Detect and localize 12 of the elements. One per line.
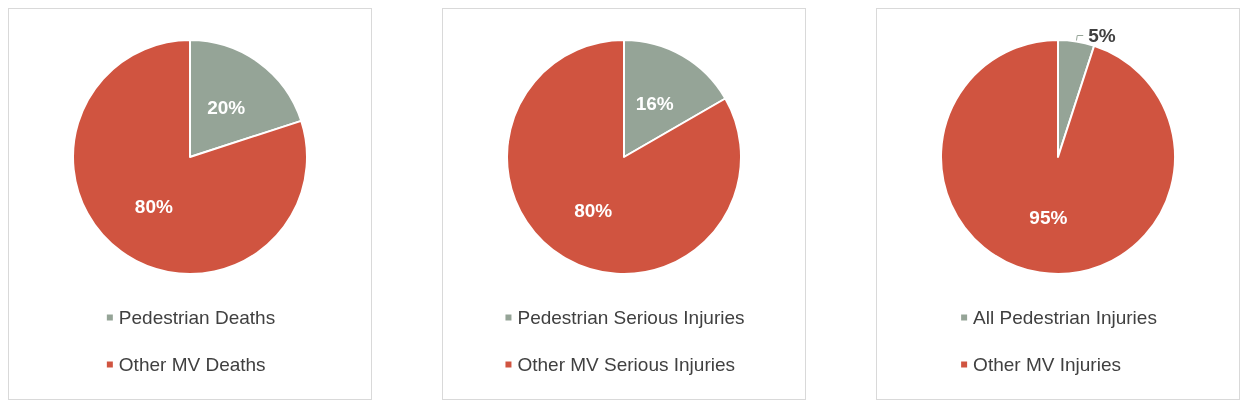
legend-label: Other MV Serious Injuries [517,354,735,375]
legend-label: Other MV Deaths [118,354,266,375]
legend-label: All Pedestrian Injuries [973,307,1157,328]
data-label: 95% [1029,207,1068,229]
legend-label: Pedestrian Deaths [118,307,276,328]
data-label: 5% [1088,25,1116,47]
legend-label: Other MV Injuries [973,354,1121,375]
data-label: 16% [635,93,674,115]
data-label: 80% [574,199,613,221]
data-label: 80% [134,196,173,218]
legend-label: Pedestrian Serious Injuries [517,307,745,328]
data-label: 20% [207,96,246,118]
